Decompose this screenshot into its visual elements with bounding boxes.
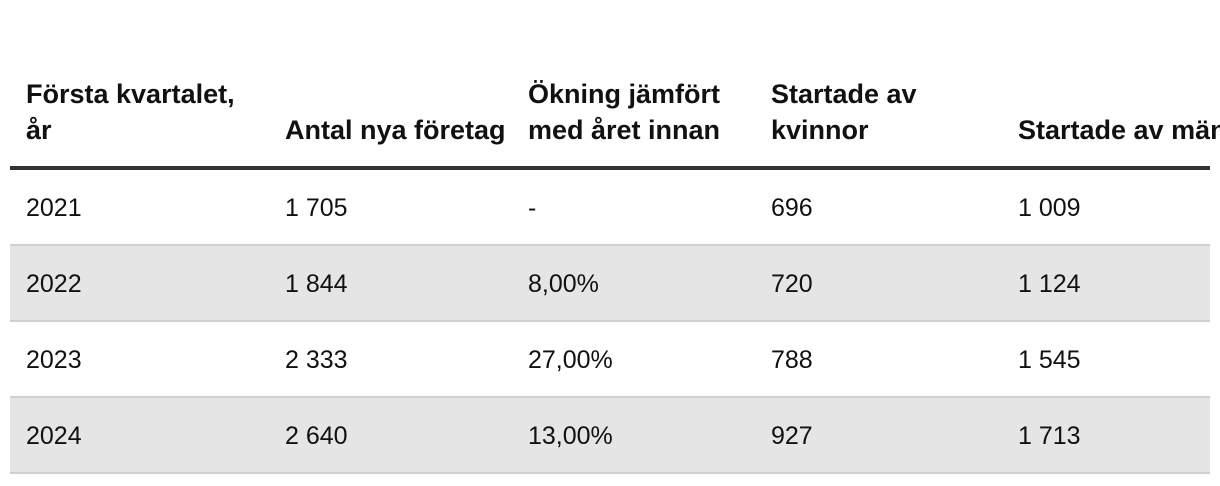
table-row: 2022 1 844 8,00% 720 1 124 [10, 246, 1210, 322]
table-cell: 13,00% [528, 422, 613, 450]
table-cell: 2 640 [285, 422, 348, 450]
table-cell: 27,00% [528, 346, 613, 374]
table-cell: 1 545 [1018, 346, 1081, 374]
table-row: 2023 2 333 27,00% 788 1 545 [10, 322, 1210, 398]
table-cell: 2 333 [285, 346, 348, 374]
table-row: 2024 2 640 13,00% 927 1 713 [10, 398, 1210, 474]
table-cell: 1 705 [285, 194, 348, 222]
table-cell: 927 [771, 422, 813, 450]
table-cell: 2022 [26, 270, 82, 298]
table-cell: 2021 [26, 194, 82, 222]
table-cell: - [528, 194, 537, 222]
table-cell: 2023 [26, 346, 82, 374]
table-cell: 2024 [26, 422, 82, 450]
column-header-new-companies: Antal nya företag [285, 115, 506, 145]
column-header-started-by-men: Startade av män [1018, 115, 1220, 145]
column-header-year: Första kvartalet, år [26, 79, 235, 145]
table-header: Första kvartalet, år Antal nya företag Ö… [10, 0, 1220, 170]
column-header-started-by-women: Startade av kvinnor [771, 79, 917, 145]
table-cell: 1 009 [1018, 194, 1081, 222]
table-row: 2021 1 705 - 696 1 009 [10, 170, 1210, 246]
table-cell: 720 [771, 270, 813, 298]
data-table: Första kvartalet, år Antal nya företag Ö… [10, 0, 1220, 474]
table-cell: 1 124 [1018, 270, 1081, 298]
column-header-increase: Ökning jämfört med året innan [528, 79, 721, 145]
table-cell: 1 713 [1018, 422, 1081, 450]
table-cell: 696 [771, 194, 813, 222]
table-cell: 1 844 [285, 270, 348, 298]
table-cell: 788 [771, 346, 813, 374]
table-cell: 8,00% [528, 270, 599, 298]
